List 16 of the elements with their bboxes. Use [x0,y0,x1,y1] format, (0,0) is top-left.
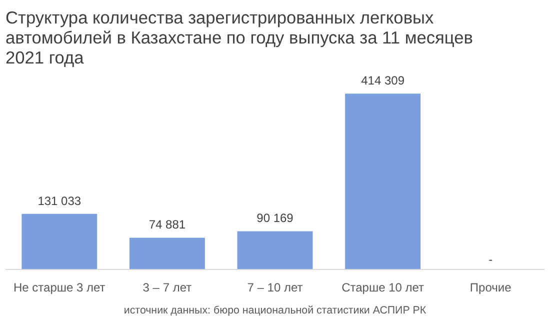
data-label: 414 309 [361,74,405,88]
data-label: 74 881 [148,218,186,232]
chart-title: Структура количества зарегистрированных легковых автомобилей в Казахстане по году выпуска за 11 месяцев 2021 года [6,8,473,68]
x-tick-label: Прочие [470,280,512,294]
x-tick-label: Старше 10 лет [342,280,425,294]
data-label: 131 033 [38,194,82,208]
bar [129,238,205,270]
bar [345,94,421,270]
text: источник данных: бюро национальной статистики АСПИР РК [124,304,427,316]
x-tick-label: 3 – 7 лет [142,280,192,294]
bar [22,214,98,270]
x-tick-label: 7 – 10 лет [247,280,304,294]
data-label: 90 169 [256,211,294,226]
bar [237,231,313,270]
text: - [488,252,493,266]
x-tick-label: Не старше 3 лет [14,280,106,294]
